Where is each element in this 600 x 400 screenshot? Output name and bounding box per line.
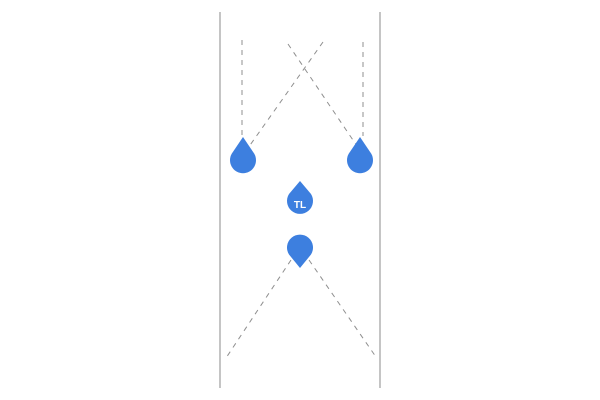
upper-cross-guide-left [287, 43, 358, 147]
teardrop-marker-icon [287, 181, 313, 214]
center-marker-label: TL [294, 200, 306, 211]
teardrop-marker-icon [287, 234, 313, 268]
teardrop-marker-icon [347, 137, 373, 174]
center-marker: TL [287, 181, 313, 214]
teardrop-marker-icon [230, 137, 256, 174]
upper-cross-guide-right [247, 41, 324, 149]
bottom-marker [287, 234, 313, 268]
top-right-marker [347, 137, 373, 174]
top-left-marker [230, 137, 256, 174]
